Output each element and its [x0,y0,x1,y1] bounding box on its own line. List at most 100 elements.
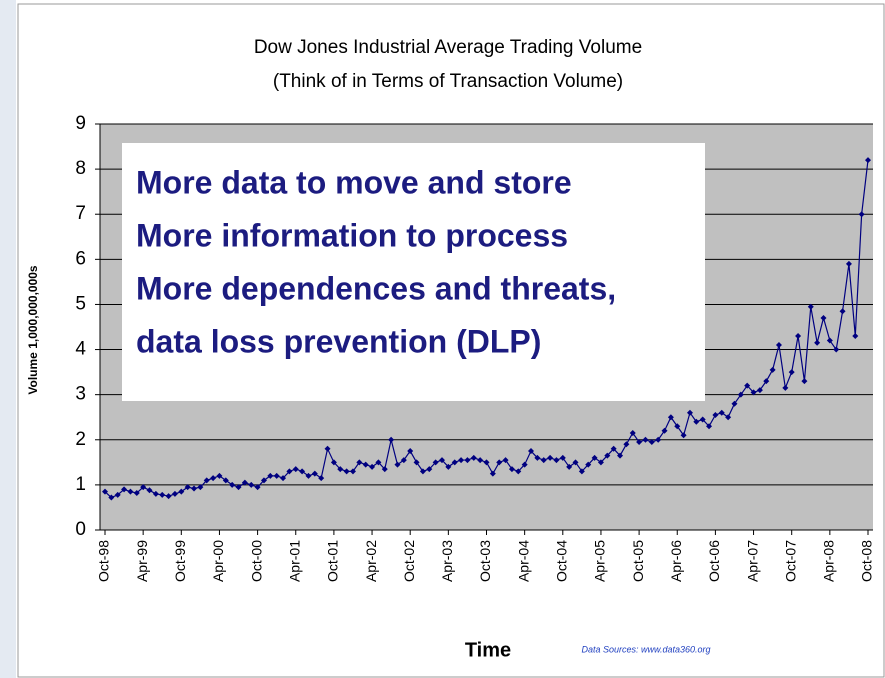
data-point [610,445,617,452]
data-point [865,157,871,164]
data-point [419,468,426,475]
data-point [725,414,732,421]
data-point [769,366,776,373]
x-tick-label: Oct-06 [706,540,722,582]
data-point [451,459,458,466]
data-point [795,333,802,340]
data-point [655,436,662,443]
data-point [229,481,236,488]
data-point [737,391,744,398]
data-point [349,468,356,475]
data-point [445,463,452,470]
data-point [413,459,420,466]
data-point [801,378,808,385]
annotation-text: More dependences and threats, [136,270,616,306]
side-strip [0,0,16,678]
data-point [699,416,706,423]
data-point [108,494,115,501]
x-tick-label: Apr-07 [744,540,760,582]
y-tick-label: 5 [75,293,86,314]
data-point [674,423,681,430]
data-point [572,459,579,466]
x-tick-label: Oct-03 [477,540,493,582]
data-point [744,382,751,389]
data-point [330,459,337,466]
data-point [617,452,624,459]
data-point [750,389,757,396]
data-point [693,418,700,425]
data-point [267,472,274,479]
data-point [159,491,166,498]
data-point [426,466,433,473]
data-point [718,409,725,416]
data-point [782,384,789,391]
data-point [292,466,299,473]
x-tick-label: Apr-03 [439,540,455,582]
x-tick-label: Apr-01 [286,540,302,582]
data-point [260,477,267,484]
data-point [235,484,242,491]
data-point [578,468,585,475]
data-point [203,477,210,484]
data-point [788,369,795,376]
data-point [515,468,522,475]
data-point [362,461,369,468]
source-note: Data Sources: www.data360.org [581,644,710,654]
data-point [400,457,407,464]
y-tick-label: 4 [75,339,86,360]
data-point [375,459,382,466]
data-point [343,468,350,475]
y-tick-label: 0 [75,519,86,540]
data-point [680,432,687,439]
data-point [528,448,535,455]
data-point [489,470,496,477]
data-point [483,459,490,466]
data-point [286,468,293,475]
x-tick-label: Oct-02 [401,540,417,582]
data-point [394,461,401,468]
annotation-text: More information to process [136,217,568,253]
data-point [171,490,178,497]
data-point [299,468,306,475]
data-point [210,475,217,482]
data-point [547,454,554,461]
y-tick-label: 3 [75,384,86,405]
x-tick-label: Oct-05 [630,540,646,582]
data-point [496,459,503,466]
data-point [826,337,833,344]
data-point [553,457,560,464]
chart-subtitle: (Think of in Terms of Transaction Volume… [273,71,623,92]
data-point [648,439,655,446]
data-point [146,487,153,494]
data-point [102,488,108,495]
data-point [858,211,865,218]
data-point [318,475,325,482]
data-point [165,493,172,500]
data-point [311,470,318,477]
y-tick-label: 8 [75,158,86,179]
data-point [731,400,738,407]
data-point [534,454,541,461]
data-point [629,430,636,437]
data-point [121,486,128,493]
data-point [521,461,528,468]
data-point [814,339,821,346]
data-point [470,454,477,461]
x-tick-label: Apr-99 [134,540,150,582]
data-point [254,484,261,491]
y-tick-label: 6 [75,248,86,269]
annotation-box [122,143,705,401]
data-point [502,457,509,464]
data-point [114,491,121,498]
data-point [133,490,140,497]
y-tick-label: 2 [75,429,86,450]
data-point [597,459,604,466]
x-axis-label: Time [465,639,511,661]
data-point [458,457,465,464]
data-point [324,445,331,452]
data-point [356,459,363,466]
data-point [178,488,185,495]
data-point [464,457,471,464]
data-point [820,314,827,321]
data-point [756,387,763,394]
